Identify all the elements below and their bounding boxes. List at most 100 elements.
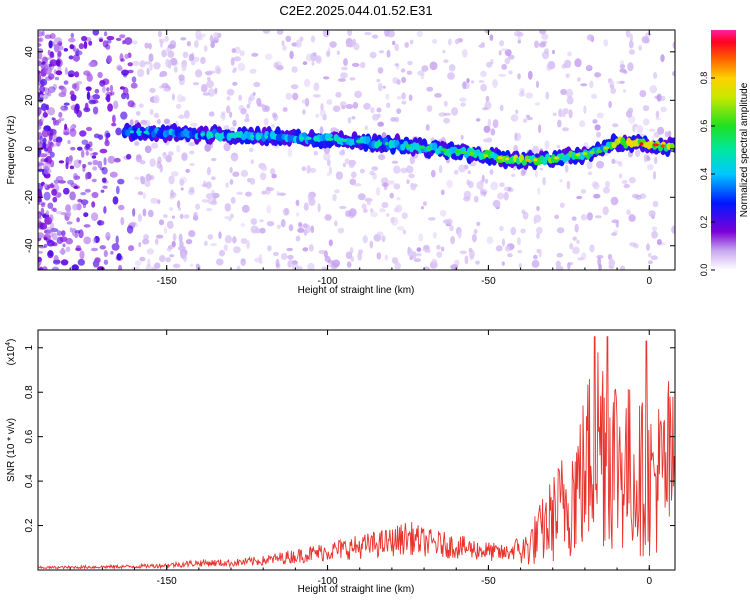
- noise-speckle: [103, 206, 107, 214]
- noise-speckle: [109, 171, 118, 178]
- noise-speckle: [518, 263, 522, 269]
- noise-speckle: [224, 203, 231, 212]
- noise-speckle: [291, 66, 298, 73]
- noise-speckle: [448, 64, 456, 72]
- noise-speckle: [282, 107, 288, 112]
- noise-speckle: [74, 185, 81, 190]
- noise-speckle: [432, 232, 437, 239]
- noise-speckle: [443, 117, 450, 124]
- noise-speckle: [492, 79, 498, 88]
- noise-speckle: [250, 159, 254, 165]
- noise-speckle: [439, 209, 447, 217]
- ridge-peak-blob: [533, 158, 538, 162]
- noise-speckle: [303, 229, 308, 236]
- noise-speckle: [178, 74, 185, 81]
- noise-speckle: [407, 60, 413, 66]
- noise-speckle: [271, 123, 275, 128]
- noise-speckle: [263, 118, 269, 126]
- noise-speckle: [364, 125, 368, 131]
- noise-speckle: [597, 257, 602, 267]
- noise-speckle: [124, 37, 133, 45]
- noise-speckle: [195, 203, 201, 210]
- noise-speckle: [357, 252, 363, 261]
- noise-speckle: [207, 234, 214, 240]
- noise-speckle: [275, 258, 280, 268]
- noise-speckle: [183, 255, 187, 263]
- noise-speckle: [214, 87, 218, 95]
- noise-speckle: [587, 171, 593, 176]
- noise-speckle: [106, 55, 113, 63]
- noise-speckle: [192, 82, 200, 86]
- noise-speckle: [378, 154, 386, 161]
- ridge-peak-blob: [497, 156, 503, 160]
- noise-speckle: [353, 42, 360, 51]
- noise-speckle: [649, 85, 658, 94]
- noise-speckle: [341, 66, 348, 71]
- noise-speckle: [554, 214, 559, 219]
- noise-speckle: [562, 127, 569, 132]
- noise-speckle: [246, 103, 251, 109]
- ridge-peak-blob: [206, 133, 214, 137]
- noise-speckle: [402, 229, 407, 235]
- noise-speckle: [628, 40, 634, 49]
- noise-speckle: [49, 33, 56, 40]
- noise-speckle: [271, 173, 277, 179]
- noise-speckle: [508, 70, 513, 75]
- noise-speckle: [176, 145, 181, 153]
- noise-speckle: [39, 37, 44, 42]
- noise-speckle: [442, 49, 446, 54]
- noise-speckle: [178, 233, 183, 243]
- noise-speckle: [603, 39, 609, 47]
- noise-speckle: [97, 71, 103, 79]
- noise-speckle: [216, 258, 224, 266]
- noise-speckle: [315, 55, 322, 64]
- noise-speckle: [72, 203, 79, 211]
- noise-speckle: [396, 108, 402, 114]
- ridge-peak-blob: [427, 146, 432, 150]
- noise-speckle: [547, 60, 556, 70]
- noise-speckle: [459, 250, 467, 255]
- noise-speckle: [165, 155, 172, 163]
- noise-speckle: [211, 176, 216, 181]
- noise-speckle: [326, 172, 331, 177]
- noise-speckle: [533, 214, 542, 223]
- noise-speckle: [38, 250, 44, 254]
- noise-speckle: [295, 199, 300, 206]
- noise-speckle: [44, 34, 52, 39]
- noise-speckle: [622, 89, 627, 93]
- noise-speckle: [577, 257, 584, 261]
- noise-speckle: [566, 88, 573, 98]
- noise-speckle: [377, 82, 383, 92]
- noise-speckle: [49, 53, 55, 59]
- noise-speckle: [54, 76, 60, 81]
- noise-speckle: [163, 118, 171, 125]
- noise-speckle: [313, 82, 320, 91]
- noise-speckle: [323, 76, 330, 80]
- noise-speckle: [120, 216, 125, 226]
- noise-speckle: [376, 107, 382, 113]
- noise-speckle: [266, 221, 275, 227]
- noise-speckle: [159, 70, 168, 77]
- noise-speckle: [190, 122, 198, 127]
- noise-speckle: [638, 45, 642, 51]
- x-tick-label: -50: [481, 576, 496, 587]
- noise-speckle: [565, 73, 570, 79]
- noise-speckle: [229, 213, 234, 219]
- noise-speckle: [376, 78, 381, 83]
- colorbar-tick-label: 0.2: [699, 216, 709, 229]
- noise-speckle: [63, 48, 68, 52]
- noise-speckle: [229, 111, 233, 118]
- noise-speckle: [611, 219, 619, 224]
- noise-speckle: [91, 201, 96, 208]
- ridge-peak-blob: [341, 138, 348, 142]
- noise-speckle: [253, 81, 261, 88]
- noise-speckle: [522, 118, 528, 123]
- colorbar-tick-label: 0.8: [699, 72, 709, 85]
- noise-speckle: [80, 192, 87, 196]
- noise-speckle: [440, 189, 445, 196]
- noise-speckle: [231, 48, 236, 54]
- noise-speckle: [60, 259, 69, 266]
- noise-speckle: [159, 255, 166, 263]
- noise-speckle: [76, 110, 82, 118]
- noise-speckle: [580, 83, 588, 87]
